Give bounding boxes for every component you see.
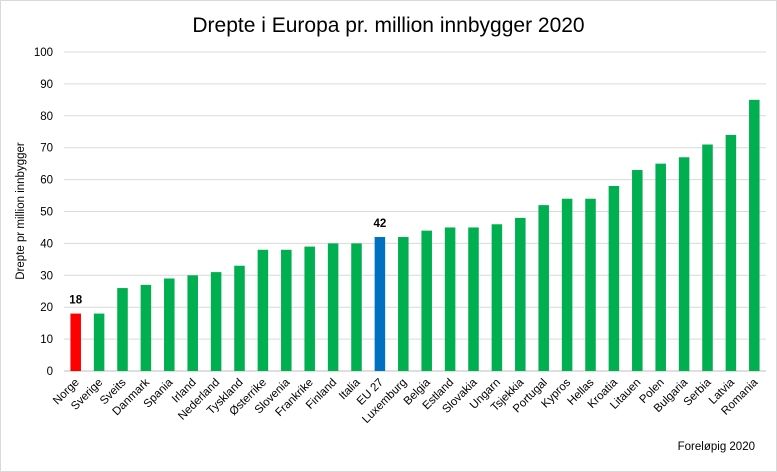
bar-italia [351, 243, 362, 371]
y-tick-label: 0 [47, 366, 53, 378]
y-tick-label: 60 [40, 175, 53, 187]
y-tick-label: 90 [40, 79, 53, 91]
bar-tsjekkia [515, 217, 526, 371]
bar-portugal [538, 205, 549, 371]
bar-irland [187, 275, 198, 371]
bar-tyskland [234, 265, 245, 371]
bar-litauen [632, 170, 643, 371]
bar-slovakia [468, 227, 479, 371]
y-tick-label: 10 [40, 334, 53, 346]
bar-kypros [561, 198, 573, 371]
bar-østerrike [257, 249, 269, 371]
bar-polen [655, 163, 666, 371]
bar-belgia [421, 230, 432, 371]
y-tick-label: 100 [34, 47, 53, 59]
bar-luxemburg [398, 237, 409, 371]
bars [70, 99, 760, 371]
y-tick-label: 20 [40, 302, 53, 314]
bar-bulgaria [678, 157, 690, 371]
bar-ungarn [491, 224, 503, 371]
bar-nederland [210, 272, 222, 371]
y-tick-label: 50 [40, 207, 53, 219]
bar-finland [327, 243, 339, 371]
y-tick-label: 40 [40, 238, 53, 250]
gridlines [64, 51, 766, 372]
y-tick-label: 30 [40, 270, 53, 282]
bar-latvia [725, 134, 737, 371]
bar-serbia [702, 144, 713, 371]
bar-eu-27 [374, 237, 386, 371]
y-tick-label: 70 [40, 143, 53, 155]
bar-spania [164, 278, 175, 371]
bar-danmark [140, 284, 152, 371]
y-tick-label: 80 [40, 111, 53, 123]
bar-frankrike [304, 246, 315, 371]
y-axis-label: Drepte pr million innbygger [15, 142, 27, 280]
bar-slovenia [281, 249, 292, 371]
data-label: 42 [374, 218, 387, 230]
y-axis-ticks: 0 10 20 30 40 50 60 70 80 90 100 [34, 47, 53, 378]
x-tick-label: Serbia [682, 376, 714, 408]
chart-title: Drepte i Europa pr. million innbygger 20… [192, 14, 585, 37]
bar-hellas [585, 198, 596, 371]
bar-sverige [93, 313, 105, 371]
bar-sveits [117, 288, 128, 371]
bar-norge [70, 313, 81, 371]
x-axis-ticks: NorgeSverigeSveitsDanmarkSpaniaIrlandNed… [51, 376, 761, 426]
bar-kroatia [608, 185, 620, 371]
data-label: 18 [69, 295, 82, 307]
bar-estland [444, 227, 456, 371]
bar-romania [749, 99, 760, 371]
chart-footnote: Foreløpig 2020 [677, 441, 755, 453]
